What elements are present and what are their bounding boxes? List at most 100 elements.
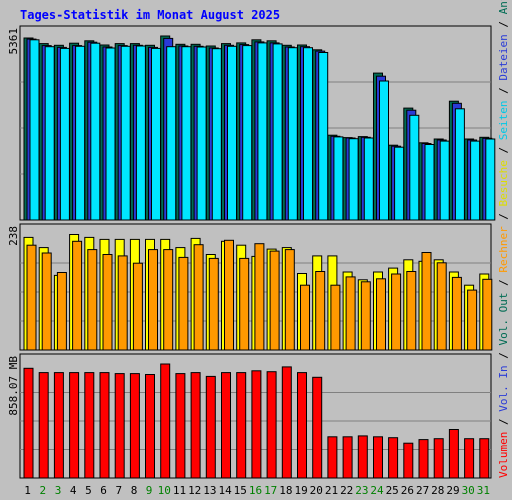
bar-rechner-day-26 bbox=[406, 271, 417, 351]
x-tick-label-day-21: 21 bbox=[325, 484, 338, 497]
bar-seiten-day-15 bbox=[242, 45, 253, 221]
panel-volume: 858.07 MB bbox=[7, 353, 492, 479]
bar-volumen-day-27 bbox=[418, 439, 429, 479]
bar-rechner-day-14 bbox=[224, 239, 234, 351]
legend-item-5: / bbox=[497, 273, 510, 293]
bar-seiten-day-25 bbox=[394, 146, 405, 221]
bar-seiten-day-28 bbox=[439, 140, 450, 221]
bar-volumen-day-18 bbox=[281, 366, 292, 479]
bar-seiten-day-21 bbox=[333, 136, 344, 221]
x-tick-label-day-29: 29 bbox=[446, 484, 459, 497]
legend-item-7: / bbox=[497, 206, 510, 226]
legend-item-13: / bbox=[497, 14, 510, 34]
legend-item-6: Rechner bbox=[497, 226, 510, 273]
x-tick-label-day-13: 13 bbox=[203, 484, 216, 497]
bar-volumen-day-28 bbox=[433, 438, 444, 479]
bar-rechner-day-27 bbox=[421, 252, 432, 351]
bar-seiten-day-4 bbox=[75, 45, 86, 221]
bar-rechner-day-11 bbox=[178, 256, 189, 351]
bar-seiten-day-14 bbox=[227, 45, 237, 221]
bar-rechner-day-20 bbox=[315, 271, 326, 351]
bar-volumen-day-29 bbox=[448, 429, 459, 479]
x-tick-label-day-16: 16 bbox=[249, 484, 262, 497]
bar-volumen-day-19 bbox=[297, 372, 307, 479]
bar-volumen-day-20 bbox=[312, 376, 323, 479]
bar-seiten-day-13 bbox=[211, 48, 222, 221]
bar-rechner-day-5 bbox=[87, 249, 98, 351]
bar-volumen-day-30 bbox=[464, 438, 475, 479]
x-tick-label-day-19: 19 bbox=[294, 484, 307, 497]
bar-volumen-day-15 bbox=[236, 372, 247, 479]
bar-volumen-day-5 bbox=[84, 372, 95, 479]
bar-rechner-day-13 bbox=[208, 257, 219, 351]
legend-item-8: Besuche bbox=[497, 160, 510, 206]
bar-seiten-day-24 bbox=[379, 80, 389, 221]
bar-volumen-day-9 bbox=[145, 374, 155, 479]
legend-item-4: Vol. Out bbox=[497, 293, 510, 346]
bar-seiten-day-1 bbox=[29, 39, 40, 221]
x-tick-label-day-24: 24 bbox=[370, 484, 384, 497]
x-tick-label-day-20: 20 bbox=[310, 484, 323, 497]
x-tick-label-day-10: 10 bbox=[158, 484, 171, 497]
bar-rechner-day-19 bbox=[300, 284, 310, 351]
legend-item-11: / bbox=[497, 81, 510, 101]
legend-item-0: Volumen bbox=[497, 432, 510, 478]
x-tick-label-day-6: 6 bbox=[100, 484, 107, 497]
x-tick-label-day-4: 4 bbox=[70, 484, 77, 497]
x-tick-label-day-28: 28 bbox=[431, 484, 444, 497]
legend-item-3: / bbox=[497, 346, 510, 366]
bar-rechner-day-17 bbox=[269, 250, 280, 351]
x-tick-label-day-27: 27 bbox=[416, 484, 429, 497]
x-tick-label-day-25: 25 bbox=[386, 484, 399, 497]
bar-rechner-day-1 bbox=[26, 244, 37, 351]
bar-rechner-day-23 bbox=[360, 281, 371, 351]
x-tick-label-day-2: 2 bbox=[39, 484, 46, 497]
legend-item-9: / bbox=[497, 140, 510, 160]
bar-rechner-day-7 bbox=[117, 255, 128, 351]
chart-title: Tages-Statistik im Monat August 2025 bbox=[20, 8, 280, 22]
x-tick-label-day-23: 23 bbox=[355, 484, 368, 497]
bar-seiten-day-29 bbox=[454, 108, 465, 221]
x-tick-label-day-7: 7 bbox=[115, 484, 122, 497]
bar-volumen-day-1 bbox=[23, 367, 34, 479]
bar-rechner-day-12 bbox=[193, 244, 204, 351]
right-legend: Volumen / Vol. In / Vol. Out / Rechner /… bbox=[497, 0, 510, 478]
bar-volumen-day-13 bbox=[205, 375, 216, 479]
bar-volumen-day-31 bbox=[479, 438, 490, 479]
bar-rechner-day-18 bbox=[284, 249, 295, 351]
bar-volumen-day-24 bbox=[373, 436, 383, 479]
bar-volumen-day-3 bbox=[53, 372, 64, 479]
bar-rechner-day-4 bbox=[72, 240, 83, 351]
bar-seiten-day-6 bbox=[105, 47, 116, 221]
bar-rechner-day-22 bbox=[345, 276, 356, 351]
bar-seiten-day-2 bbox=[44, 46, 55, 221]
bar-rechner-day-24 bbox=[376, 278, 386, 351]
x-tick-label-day-3: 3 bbox=[55, 484, 62, 497]
bar-rechner-day-2 bbox=[41, 252, 52, 351]
y-max-label: 238 bbox=[7, 226, 20, 246]
bar-seiten-day-7 bbox=[120, 45, 131, 221]
bar-seiten-day-8 bbox=[135, 45, 146, 221]
panel-visits: 238 bbox=[7, 223, 493, 351]
bar-rechner-day-16 bbox=[254, 243, 265, 351]
bar-volumen-day-17 bbox=[266, 371, 277, 479]
bar-seiten-day-17 bbox=[272, 43, 283, 221]
bar-volumen-day-8 bbox=[129, 373, 140, 479]
legend-item-2: Vol. In bbox=[497, 365, 510, 411]
x-tick-label-day-31: 31 bbox=[477, 484, 490, 497]
legend-item-10: Seiten bbox=[497, 100, 510, 140]
bar-volumen-day-14 bbox=[221, 372, 231, 479]
bar-rechner-day-30 bbox=[467, 289, 478, 351]
panel-requests: 5361 bbox=[7, 25, 496, 221]
bar-seiten-day-11 bbox=[181, 46, 192, 221]
x-tick-label-day-12: 12 bbox=[188, 484, 201, 497]
x-tick-label-day-15: 15 bbox=[234, 484, 247, 497]
x-tick-label-day-5: 5 bbox=[85, 484, 92, 497]
x-tick-label-day-30: 30 bbox=[462, 484, 475, 497]
bar-seiten-day-31 bbox=[485, 138, 496, 221]
bar-volumen-day-16 bbox=[251, 370, 262, 479]
bar-rechner-day-9 bbox=[148, 249, 158, 351]
bar-rechner-day-31 bbox=[482, 278, 493, 351]
bar-seiten-day-20 bbox=[318, 52, 329, 221]
